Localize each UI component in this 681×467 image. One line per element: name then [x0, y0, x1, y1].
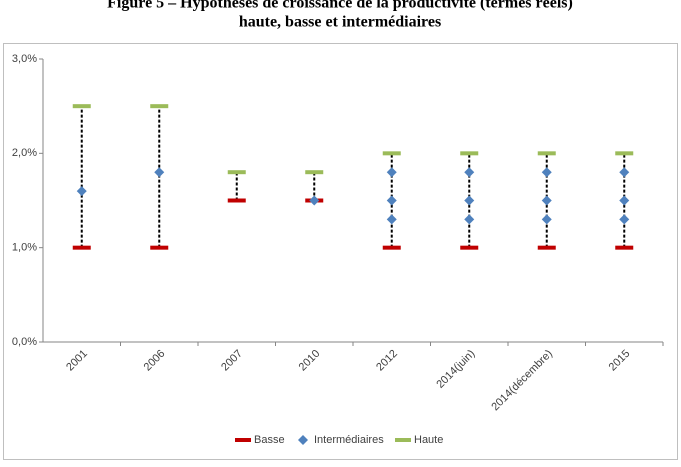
diamond-marker: [464, 214, 475, 225]
diamond-marker: [154, 167, 165, 178]
low-marker: [537, 245, 556, 250]
diamond-marker: [76, 186, 87, 197]
high-marker: [460, 151, 479, 156]
low-marker: [460, 245, 479, 250]
diamond-marker: [298, 435, 308, 445]
low-marker: [227, 198, 246, 203]
diamond-marker: [619, 214, 630, 225]
x-tick-label: 2012: [374, 348, 400, 374]
diamond-marker: [541, 167, 552, 178]
high-marker: [150, 104, 169, 109]
diamond-marker: [619, 195, 630, 206]
chart-title: Figure 5 – Hypothèses de croissance de l…: [107, 0, 573, 12]
legend-swatch: [235, 438, 251, 442]
x-tick-label: 2014(juin): [434, 348, 477, 391]
low-marker: [382, 245, 401, 250]
high-marker: [305, 170, 324, 175]
diamond-marker: [386, 167, 397, 178]
legend-label: Intermédiaires: [314, 434, 384, 446]
low-marker: [150, 245, 169, 250]
diamond-marker: [619, 167, 630, 178]
y-tick-label: 1,0%: [12, 242, 37, 254]
diamond-marker: [464, 195, 475, 206]
x-tick-label: 2014(décembre): [489, 348, 555, 414]
diamond-marker: [464, 167, 475, 178]
high-marker: [227, 170, 246, 175]
y-tick-label: 2,0%: [12, 147, 37, 159]
high-marker: [615, 151, 634, 156]
chart-border: [3, 43, 678, 460]
chart-subtitle: haute, basse et intermédiaires: [239, 14, 441, 31]
high-marker: [72, 104, 91, 109]
x-tick-label: 2015: [607, 348, 633, 374]
x-tick-label: 2006: [142, 348, 168, 374]
diamond-marker: [541, 195, 552, 206]
x-tick-label: 2001: [64, 348, 90, 374]
x-tick-label: 2010: [297, 348, 323, 374]
high-marker: [382, 151, 401, 156]
legend-swatch: [395, 438, 411, 442]
y-tick-label: 0,0%: [12, 336, 37, 348]
diamond-marker: [541, 214, 552, 225]
x-tick-label: 2007: [219, 348, 245, 374]
high-marker: [537, 151, 556, 156]
low-marker: [72, 245, 91, 250]
diamond-marker: [386, 214, 397, 225]
legend-label: Haute: [414, 434, 443, 446]
low-marker: [615, 245, 634, 250]
diamond-marker: [309, 195, 320, 206]
legend-label: Basse: [254, 434, 285, 446]
y-tick-label: 3,0%: [12, 53, 37, 65]
diamond-marker: [386, 195, 397, 206]
